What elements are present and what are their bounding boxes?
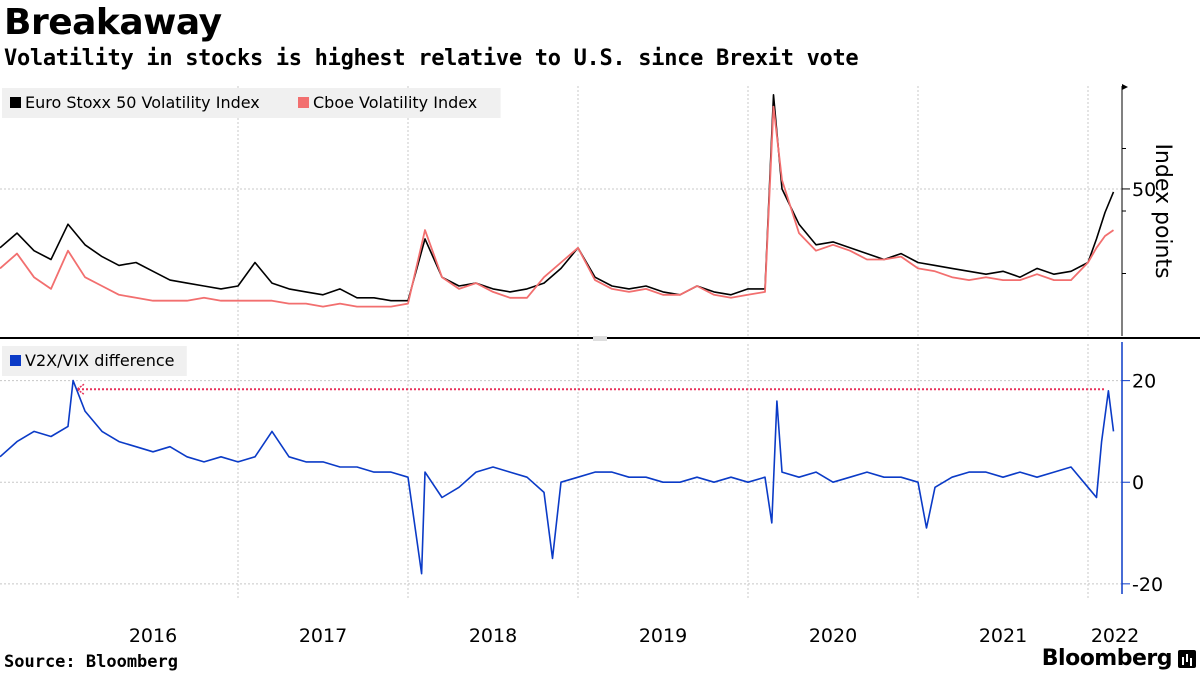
top-ytick-label-50: 50 (1132, 179, 1156, 201)
series-line-vix (0, 105, 1115, 308)
xtick-label-2021: 2021 (979, 625, 1027, 647)
series-line-v2x (0, 94, 1115, 302)
top-axis-arrow-icon (1122, 84, 1128, 90)
top-legend-box (2, 88, 501, 118)
brand-logo: Bloomberg (1042, 646, 1196, 671)
xtick-label-2016: 2016 (129, 625, 177, 647)
bottom-legend-box (2, 346, 187, 376)
top-legend-swatch-0 (10, 97, 21, 108)
top-legend-label-0: Euro Stoxx 50 Volatility Index (25, 93, 260, 112)
xtick-label-2018: 2018 (469, 625, 517, 647)
y-axis-title: Index points (1150, 143, 1175, 278)
xtick-label-2022: 2022 (1091, 625, 1139, 647)
xtick-label-2020: 2020 (809, 625, 857, 647)
bottom-ytick-label-20: 20 (1132, 371, 1156, 393)
series-line-difference (0, 379, 1115, 575)
xtick-label-2017: 2017 (299, 625, 347, 647)
divider-handle (593, 336, 607, 341)
page-subtitle: Volatility in stocks is highest relative… (4, 46, 859, 71)
page-title: Breakaway (4, 2, 222, 43)
source-note: Source: Bloomberg (4, 652, 178, 672)
xtick-label-2019: 2019 (639, 625, 687, 647)
bottom-legend-swatch-0 (10, 355, 21, 366)
bottom-ytick-label-0: 0 (1132, 472, 1144, 494)
brand-name: Bloomberg (1041, 646, 1173, 671)
bottom-ytick-label--20: -20 (1132, 574, 1163, 596)
top-legend-label-1: Cboe Volatility Index (313, 93, 477, 112)
top-legend-swatch-1 (298, 97, 309, 108)
bar-chart-icon (1178, 649, 1196, 668)
bottom-legend-label-0: V2X/VIX difference (25, 351, 175, 370)
